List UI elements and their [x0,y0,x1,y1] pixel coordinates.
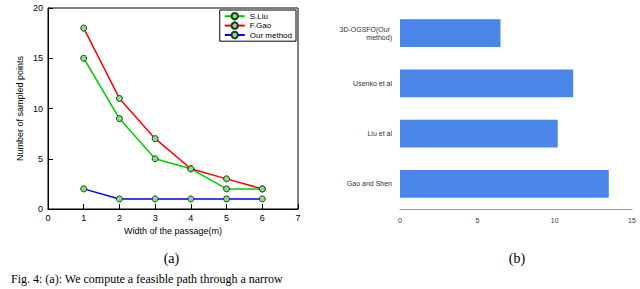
svg-text:6: 6 [260,213,265,223]
svg-text:Width of the passage(m): Width of the passage(m) [124,226,222,236]
svg-text:4: 4 [188,213,193,223]
svg-text:Usenko et al: Usenko et al [353,80,392,87]
svg-text:S.Liu: S.Liu [250,12,268,21]
svg-text:Fig. 4: (a): We compute a feas: Fig. 4: (a): We compute a feasible path … [11,272,283,286]
svg-text:method): method) [366,34,392,42]
svg-text:15: 15 [628,217,636,224]
svg-text:10: 10 [551,217,559,224]
svg-text:3D-OGSFO(Our: 3D-OGSFO(Our [339,26,392,34]
svg-text:3: 3 [153,213,158,223]
svg-text:Liu et al: Liu et al [367,130,392,137]
svg-text:2: 2 [117,213,122,223]
svg-text:Gao and Shen: Gao and Shen [347,180,392,187]
svg-text:0: 0 [398,217,402,224]
svg-text:0: 0 [38,204,43,214]
svg-text:1: 1 [81,213,86,223]
svg-text:15: 15 [33,53,43,63]
svg-text:5: 5 [38,154,43,164]
svg-text:Number of sampled points: Number of sampled points [15,55,25,161]
svg-text:Our method: Our method [250,31,292,40]
svg-text:0: 0 [45,213,50,223]
svg-text:20: 20 [33,3,43,13]
svg-text:5: 5 [224,213,229,223]
svg-text:7: 7 [295,213,300,223]
svg-text:F.Gao: F.Gao [250,21,272,30]
svg-text:10: 10 [33,104,43,114]
svg-text:(b): (b) [509,251,526,267]
svg-text:5: 5 [475,217,479,224]
svg-text:(a): (a) [164,251,180,267]
